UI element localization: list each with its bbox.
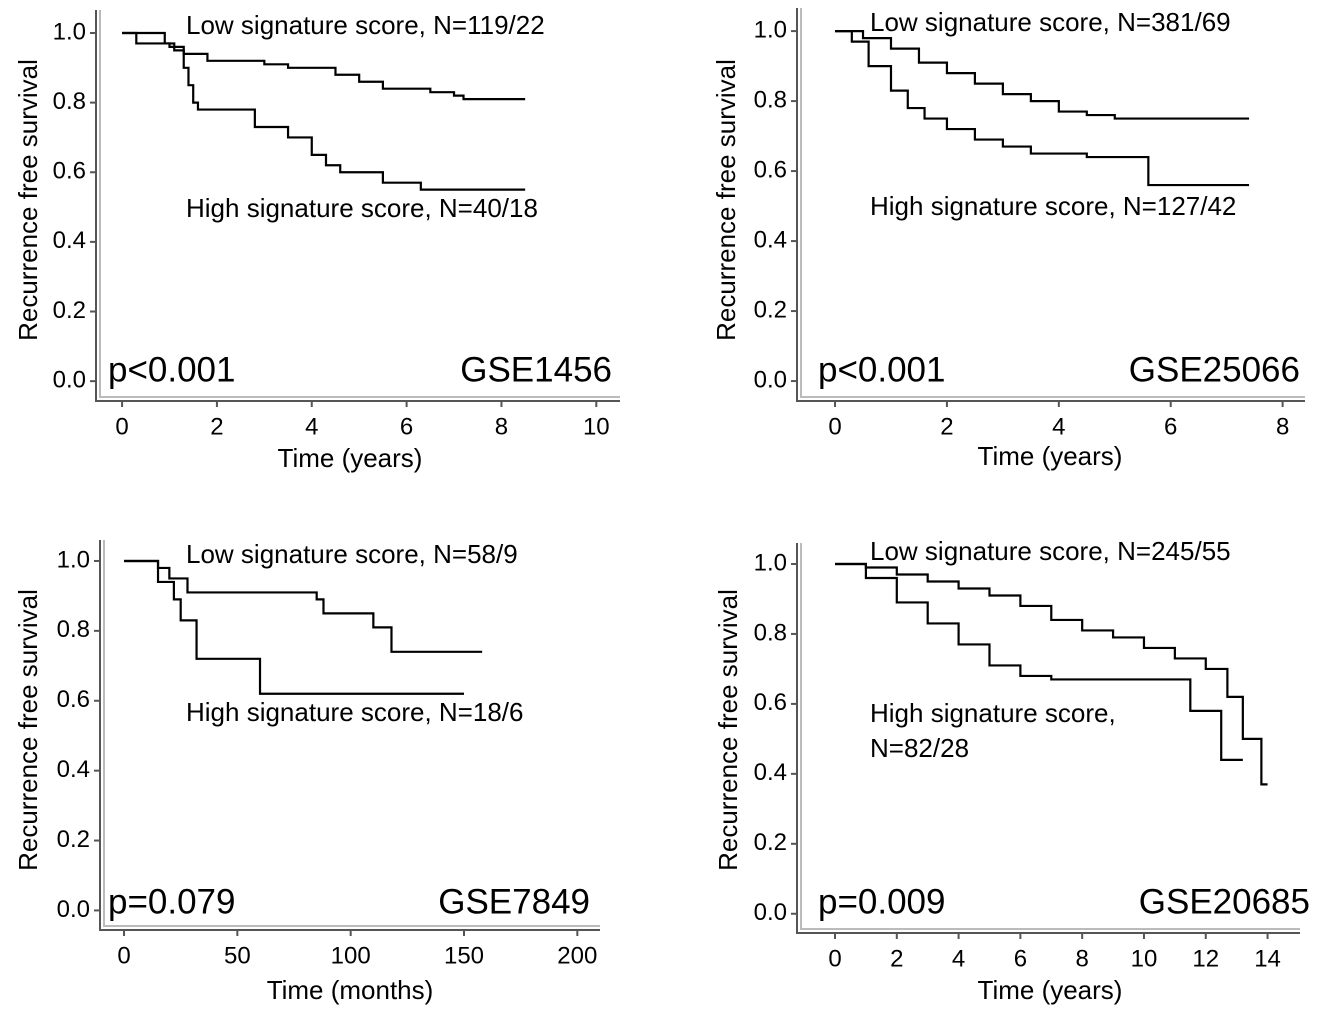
x-tick-label: 8 bbox=[1075, 945, 1088, 972]
y-tick-label: 0.6 bbox=[754, 689, 787, 716]
y-tick-label: 0.8 bbox=[53, 88, 86, 115]
x-tick-label: 6 bbox=[1164, 413, 1177, 440]
x-tick-label: 100 bbox=[331, 942, 371, 969]
y-tick-label: 0.8 bbox=[57, 616, 90, 643]
y-tick-label: 0.4 bbox=[57, 756, 90, 783]
axis-frame bbox=[796, 543, 1300, 934]
y-tick-label: 0.4 bbox=[53, 227, 86, 254]
y-tick-label: 0.0 bbox=[754, 366, 787, 393]
y-axis-title: Recurrence free survival bbox=[711, 59, 741, 341]
y-tick-label: 0.6 bbox=[57, 686, 90, 713]
y-axis-title: Recurrence free survival bbox=[13, 59, 43, 341]
x-tick-label: 0 bbox=[115, 413, 128, 440]
annotation: GSE1456 bbox=[460, 350, 612, 389]
annotation: High signature score, N=127/42 bbox=[870, 191, 1236, 221]
annotation: p=0.079 bbox=[108, 882, 236, 921]
annotation: GSE25066 bbox=[1129, 350, 1300, 389]
y-tick-label: 0.8 bbox=[754, 86, 787, 113]
x-tick-label: 150 bbox=[444, 942, 484, 969]
x-tick-label: 10 bbox=[1131, 945, 1158, 972]
y-tick-label: 0.2 bbox=[754, 829, 787, 856]
x-tick-label: 10 bbox=[583, 413, 610, 440]
annotation: Low signature score, N=245/55 bbox=[870, 536, 1231, 566]
y-tick-label: 0.4 bbox=[754, 226, 787, 253]
annotation: Low signature score, N=119/22 bbox=[186, 10, 545, 40]
x-tick-label: 0 bbox=[828, 945, 841, 972]
y-tick-label: 0.2 bbox=[57, 826, 90, 853]
x-tick-label: 200 bbox=[557, 942, 597, 969]
x-axis-title: Time (years) bbox=[978, 441, 1123, 471]
x-tick-label: 50 bbox=[224, 942, 251, 969]
x-tick-label: 4 bbox=[1052, 413, 1065, 440]
y-tick-label: 0.2 bbox=[754, 296, 787, 323]
x-tick-label: 2 bbox=[940, 413, 953, 440]
survival-curve bbox=[122, 31, 526, 101]
x-axis-title: Time (years) bbox=[978, 975, 1123, 1005]
annotation: High signature score, bbox=[870, 698, 1116, 728]
x-tick-label: 4 bbox=[952, 945, 965, 972]
x-tick-label: 0 bbox=[828, 413, 841, 440]
annotation: p=0.009 bbox=[818, 882, 946, 921]
x-tick-label: 2 bbox=[890, 945, 903, 972]
y-tick-label: 0.0 bbox=[754, 899, 787, 926]
x-tick-label: 14 bbox=[1254, 945, 1281, 972]
axis-frame-shadow bbox=[800, 8, 1305, 398]
y-tick-label: 0.6 bbox=[53, 158, 86, 185]
axis-frame-shadow bbox=[99, 10, 620, 398]
y-tick-label: 1.0 bbox=[53, 18, 86, 45]
y-tick-label: 1.0 bbox=[754, 16, 787, 43]
axis-frame bbox=[95, 10, 620, 402]
survival-curve bbox=[835, 562, 1243, 761]
annotation: High signature score, N=40/18 bbox=[186, 193, 538, 223]
y-tick-label: 0.0 bbox=[53, 366, 86, 393]
survival-curve bbox=[122, 31, 526, 191]
y-tick-label: 1.0 bbox=[754, 549, 787, 576]
survival-curve bbox=[124, 559, 483, 653]
survival-curve bbox=[835, 29, 1250, 120]
y-tick-label: 0.0 bbox=[57, 896, 90, 923]
y-tick-label: 0.2 bbox=[53, 297, 86, 324]
x-tick-label: 8 bbox=[495, 413, 508, 440]
x-tick-label: 8 bbox=[1276, 413, 1289, 440]
y-axis-title: Recurrence free survival bbox=[713, 589, 743, 871]
x-tick-label: 12 bbox=[1192, 945, 1219, 972]
survival-curve bbox=[835, 562, 1268, 786]
annotation: GSE20685 bbox=[1139, 882, 1310, 921]
annotation: GSE7849 bbox=[438, 882, 590, 921]
annotation: p<0.001 bbox=[818, 350, 946, 389]
annotation: p<0.001 bbox=[108, 350, 236, 389]
y-axis-title: Recurrence free survival bbox=[13, 589, 43, 871]
survival-curve bbox=[124, 559, 465, 695]
annotation: High signature score, N=18/6 bbox=[186, 697, 523, 727]
axis-frame-shadow bbox=[103, 540, 600, 927]
axis-frame bbox=[99, 540, 600, 931]
x-axis-title: Time (months) bbox=[267, 975, 434, 1005]
y-tick-label: 0.6 bbox=[754, 156, 787, 183]
survival-curve bbox=[835, 29, 1250, 187]
x-tick-label: 6 bbox=[400, 413, 413, 440]
x-tick-label: 4 bbox=[305, 413, 318, 440]
y-tick-label: 1.0 bbox=[57, 546, 90, 573]
x-axis-title: Time (years) bbox=[278, 443, 423, 473]
x-tick-label: 6 bbox=[1014, 945, 1027, 972]
x-tick-label: 2 bbox=[210, 413, 223, 440]
y-tick-label: 0.8 bbox=[754, 619, 787, 646]
axis-frame-shadow bbox=[800, 543, 1300, 930]
annotation: N=82/28 bbox=[870, 733, 969, 763]
x-tick-label: 0 bbox=[117, 942, 130, 969]
axis-frame bbox=[796, 8, 1305, 402]
annotation: Low signature score, N=58/9 bbox=[186, 539, 518, 569]
y-tick-label: 0.4 bbox=[754, 759, 787, 786]
annotation: Low signature score, N=381/69 bbox=[870, 7, 1231, 37]
